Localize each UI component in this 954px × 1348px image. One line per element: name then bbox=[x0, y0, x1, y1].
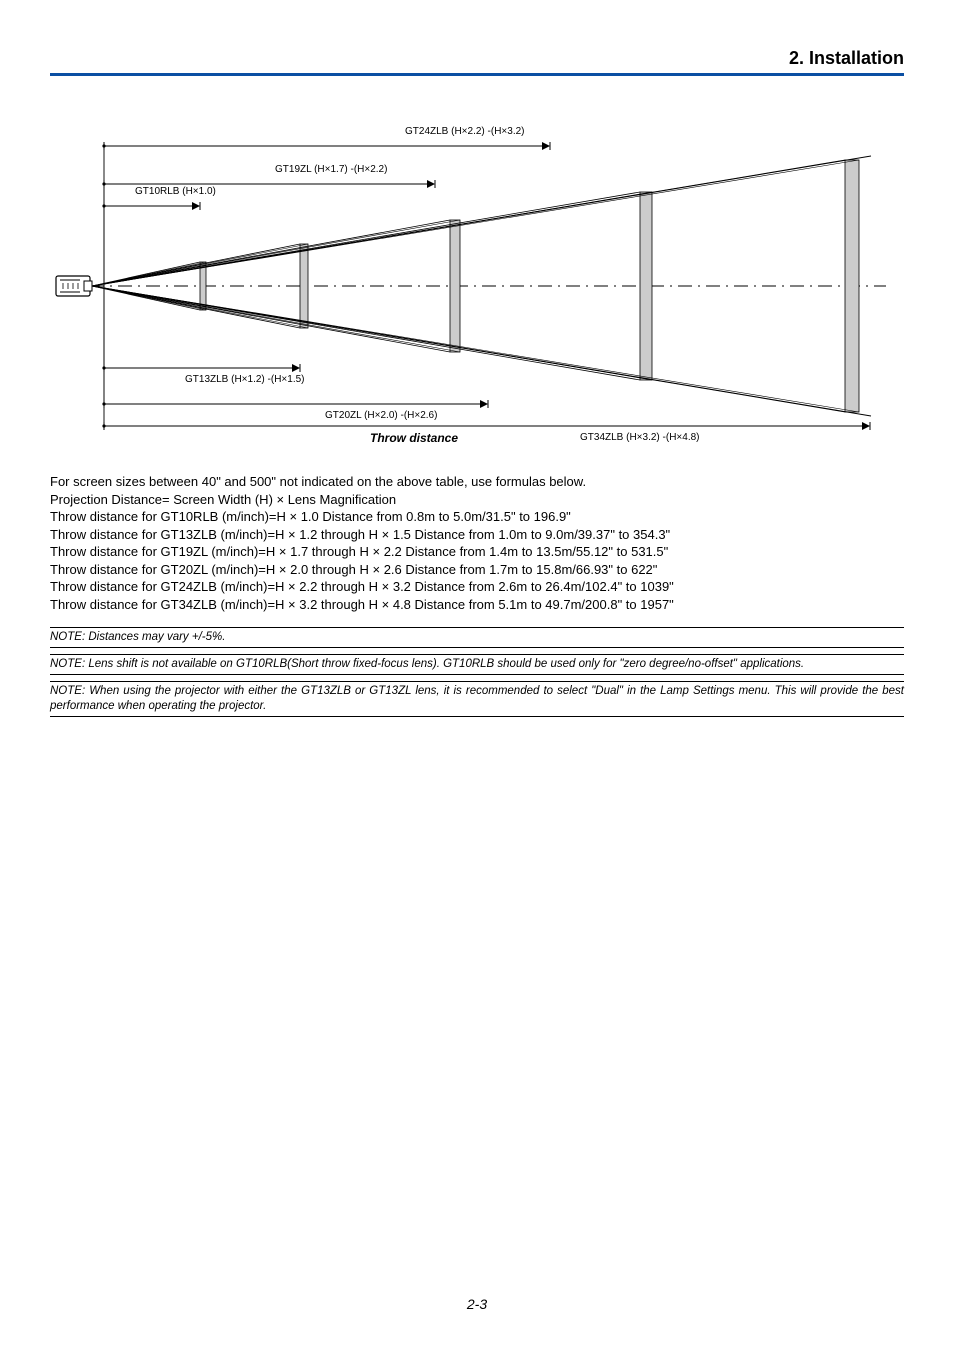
throw-distance-diagram: GT24ZLB (H×2.2) -(H×3.2) GT19ZL (H×1.7) -… bbox=[50, 116, 904, 451]
note: NOTE: When using the projector with eith… bbox=[50, 681, 904, 717]
formula-line: Throw distance for GT34ZLB (m/inch)=H × … bbox=[50, 596, 904, 614]
svg-text:GT24ZLB (H×2.2) -(H×3.2): GT24ZLB (H×2.2) -(H×3.2) bbox=[405, 126, 524, 137]
note: NOTE: Distances may vary +/-5%. bbox=[50, 627, 904, 648]
note: NOTE: Lens shift is not available on GT1… bbox=[50, 654, 904, 675]
svg-text:GT10RLB (H×1.0): GT10RLB (H×1.0) bbox=[135, 186, 216, 197]
svg-text:GT13ZLB (H×1.2) -(H×1.5): GT13ZLB (H×1.2) -(H×1.5) bbox=[185, 374, 304, 385]
formula-line: Throw distance for GT13ZLB (m/inch)=H × … bbox=[50, 526, 904, 544]
formula-line: Throw distance for GT20ZL (m/inch)=H × 2… bbox=[50, 561, 904, 579]
formula-line: Throw distance for GT10RLB (m/inch)=H × … bbox=[50, 508, 904, 526]
formula-line: Throw distance for GT19ZL (m/inch)=H × 1… bbox=[50, 543, 904, 561]
intro-line-2: Projection Distance= Screen Width (H) × … bbox=[50, 491, 904, 509]
svg-text:GT20ZL (H×2.0) -(H×2.6): GT20ZL (H×2.0) -(H×2.6) bbox=[325, 410, 437, 421]
page-number: 2-3 bbox=[0, 1296, 954, 1312]
formula-line: Throw distance for GT24ZLB (m/inch)=H × … bbox=[50, 578, 904, 596]
formula-text: For screen sizes between 40" and 500" no… bbox=[50, 473, 904, 613]
svg-text:Throw distance: Throw distance bbox=[370, 431, 458, 445]
intro-line-1: For screen sizes between 40" and 500" no… bbox=[50, 473, 904, 491]
diagram-svg: GT24ZLB (H×2.2) -(H×3.2) GT19ZL (H×1.7) -… bbox=[50, 116, 890, 446]
section-title: 2. Installation bbox=[789, 48, 904, 68]
svg-text:GT34ZLB (H×3.2) -(H×4.8): GT34ZLB (H×3.2) -(H×4.8) bbox=[580, 432, 699, 443]
svg-text:GT19ZL (H×1.7) -(H×2.2): GT19ZL (H×1.7) -(H×2.2) bbox=[275, 164, 387, 175]
section-header: 2. Installation bbox=[50, 48, 904, 76]
